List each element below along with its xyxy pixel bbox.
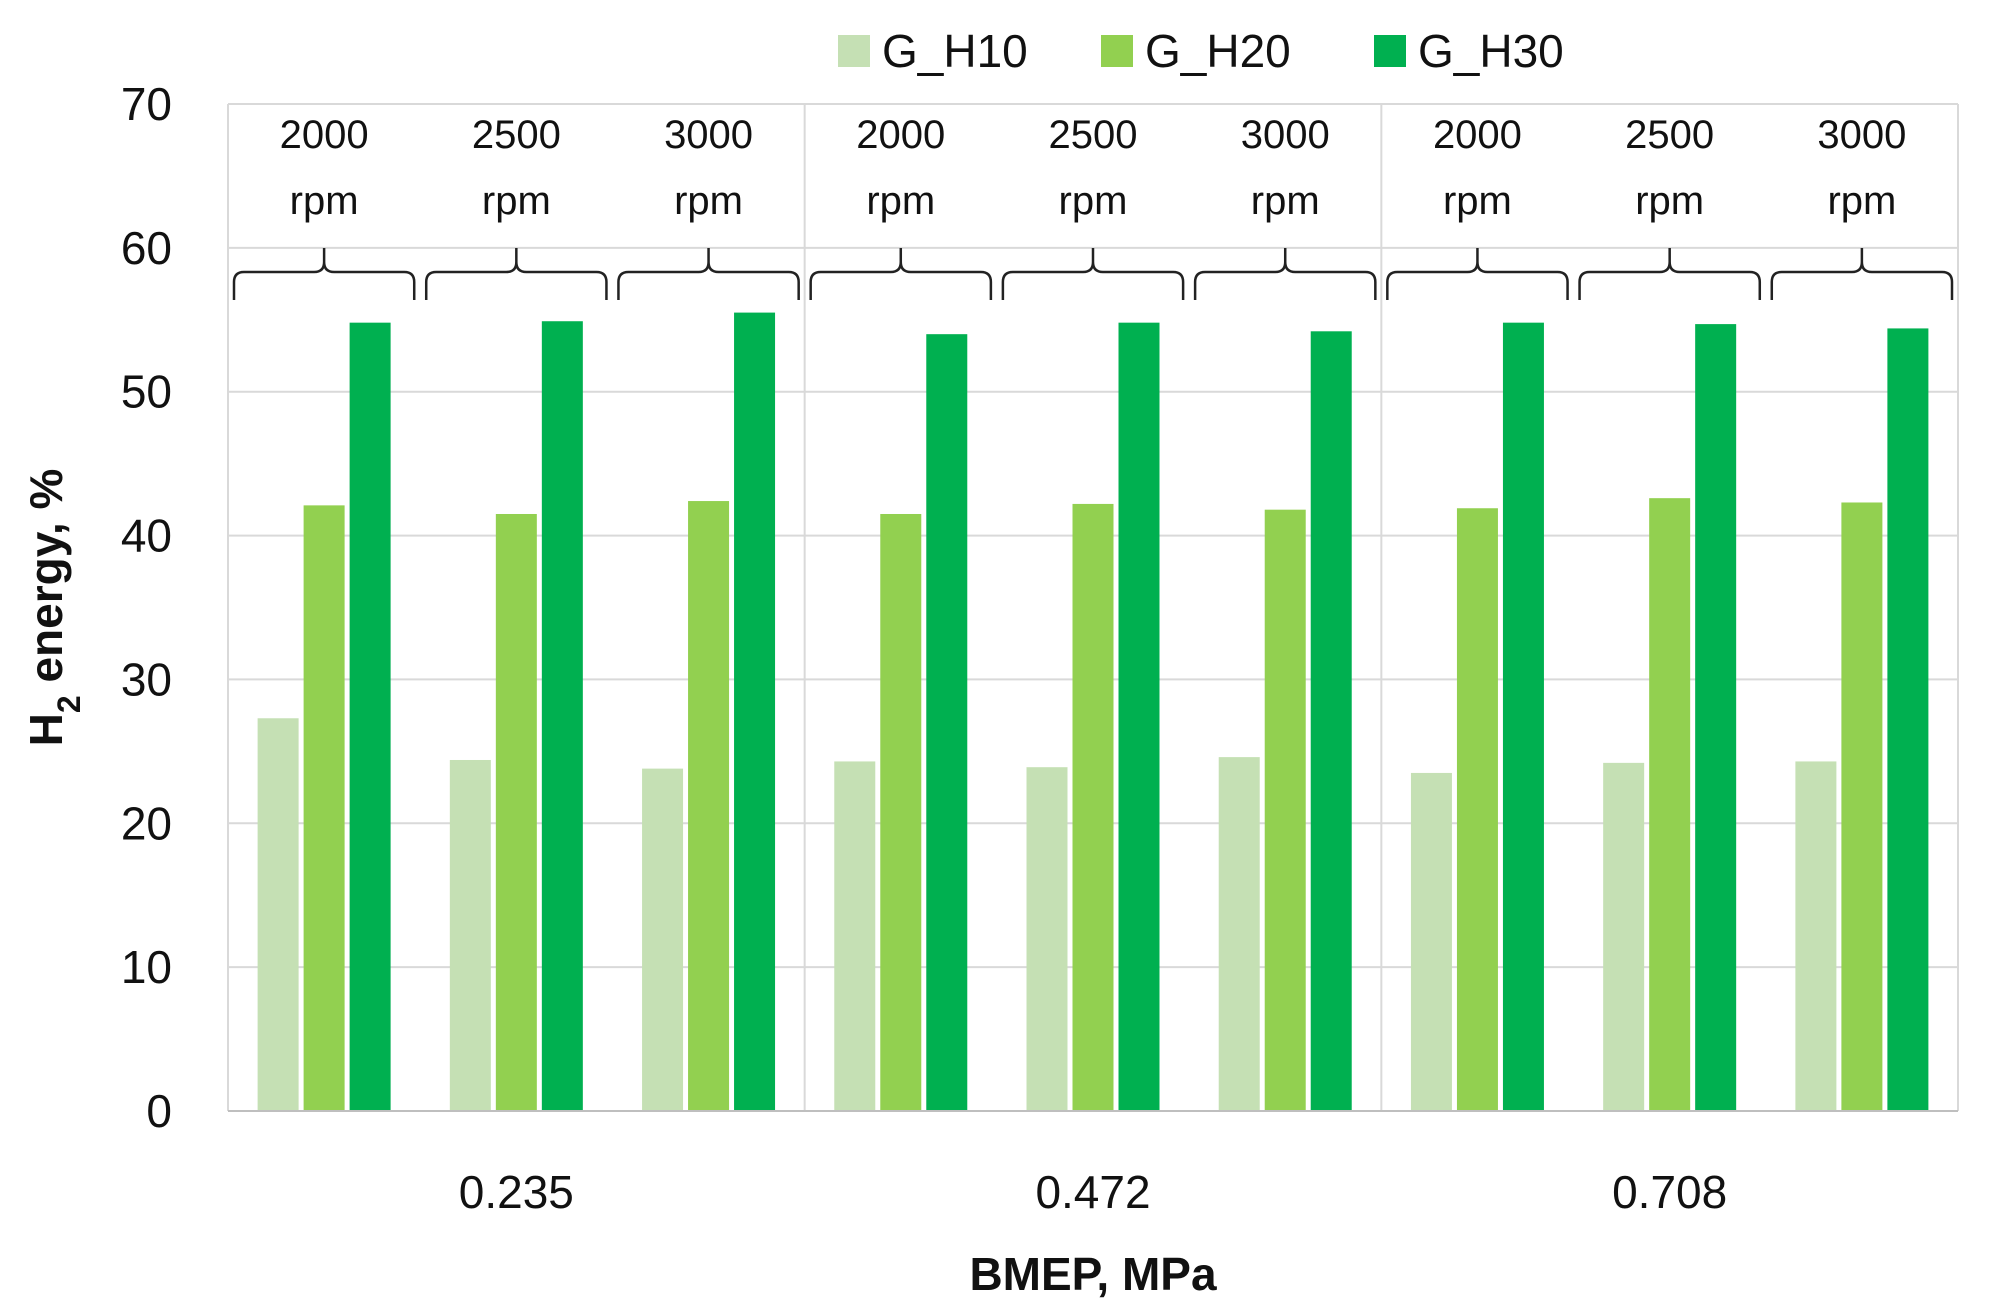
rpm-brace [1193, 248, 1377, 300]
legend-swatch [1374, 35, 1406, 67]
bar-g-h10 [1795, 761, 1837, 1111]
x-group-label: 0.472 [1035, 1166, 1150, 1218]
y-tick-label: 30 [121, 653, 172, 705]
bar-g-h30 [1887, 328, 1929, 1112]
rpm-value-label: 2000 [1433, 113, 1522, 157]
bar-g-h20 [688, 501, 730, 1111]
bar-g-h30 [734, 312, 776, 1111]
rpm-brace [1770, 248, 1954, 300]
bar-g-h30 [1118, 322, 1160, 1112]
legend-swatch [1101, 35, 1133, 67]
bar-g-h20 [1264, 509, 1306, 1112]
bar-g-h20 [1649, 498, 1691, 1111]
rpm-unit-label: rpm [674, 179, 743, 223]
rpm-brace [232, 248, 416, 300]
bar-g-h30 [541, 321, 583, 1112]
bar-g-h10 [1410, 772, 1452, 1111]
rpm-unit-label: rpm [866, 179, 935, 223]
rpm-value-label: 2500 [472, 113, 561, 157]
group-separators [227, 104, 1959, 1111]
y-axis-title-rest: energy, % [20, 469, 72, 696]
rpm-value-label: 3000 [1817, 113, 1906, 157]
rpm-brace [424, 248, 608, 300]
bar-g-h20 [495, 513, 537, 1111]
rpm-value-label: 2500 [1049, 113, 1138, 157]
rpm-value-label: 2000 [856, 113, 945, 157]
bar-g-h30 [1502, 322, 1544, 1112]
rpm-brace [617, 248, 800, 300]
rpm-brace [1386, 248, 1569, 300]
x-group-label: 0.708 [1612, 1166, 1727, 1218]
bar-g-h10 [1603, 762, 1645, 1111]
x-group-labels: 0.235 0.472 0.708 [459, 1166, 1727, 1218]
rpm-brace [1001, 248, 1185, 300]
bar-g-h10 [449, 759, 491, 1111]
rpm-value-label: 3000 [664, 113, 753, 157]
rpm-brace [809, 248, 993, 300]
y-ticks: 0 10 20 30 40 50 60 70 [121, 78, 172, 1137]
x-axis-title: BMEP, MPa [969, 1248, 1217, 1300]
rpm-unit-label: rpm [1251, 179, 1320, 223]
y-tick-label: 60 [121, 222, 172, 274]
rpm-braces: 2000 rpm 2500 rpm 3000 rpm 2000 rpm 2500 rpm 3000 r… [232, 113, 1954, 300]
bar-g-h10 [1026, 767, 1068, 1111]
legend-label: G_H10 [882, 25, 1028, 77]
rpm-unit-label: rpm [1443, 179, 1512, 223]
x-group-label: 0.235 [459, 1166, 574, 1218]
rpm-unit-label: rpm [290, 179, 359, 223]
bar-g-h10 [1218, 757, 1260, 1111]
bar-g-h20 [1841, 502, 1883, 1112]
rpm-unit-label: rpm [1827, 179, 1896, 223]
legend-label: G_H30 [1418, 25, 1564, 77]
legend-swatch [838, 35, 870, 67]
y-tick-label: 0 [146, 1085, 172, 1137]
y-tick-label: 40 [121, 510, 172, 562]
y-axis-title-subscript: 2 [51, 695, 87, 713]
bar-g-h30 [1695, 324, 1737, 1111]
bar-g-h20 [303, 505, 345, 1111]
y-tick-label: 20 [121, 797, 172, 849]
rpm-value-label: 2500 [1625, 113, 1714, 157]
y-tick-label: 50 [121, 366, 172, 418]
rpm-unit-label: rpm [482, 179, 551, 223]
rpm-value-label: 3000 [1241, 113, 1330, 157]
y-axis-title-main: H [20, 713, 72, 746]
legend: G_H10 G_H20 G_H30 [838, 25, 1564, 77]
rpm-brace [1578, 248, 1762, 300]
bar-g-h20 [1456, 508, 1498, 1111]
y-axis-title: H2 energy, % [20, 469, 87, 747]
rpm-unit-label: rpm [1635, 179, 1704, 223]
y-tick-label: 70 [121, 78, 172, 130]
bar-g-h30 [926, 334, 968, 1112]
bar-g-h30 [1310, 331, 1352, 1111]
legend-label: G_H20 [1145, 25, 1291, 77]
rpm-unit-label: rpm [1059, 179, 1128, 223]
bar-g-h20 [1072, 503, 1114, 1111]
rpm-value-label: 2000 [280, 113, 369, 157]
y-tick-label: 10 [121, 941, 172, 993]
bar-g-h10 [642, 768, 684, 1111]
bar-g-h30 [349, 322, 391, 1112]
bars [257, 312, 1929, 1112]
bar-g-h20 [880, 513, 922, 1111]
bar-g-h10 [834, 761, 876, 1111]
bar-g-h10 [257, 718, 299, 1111]
